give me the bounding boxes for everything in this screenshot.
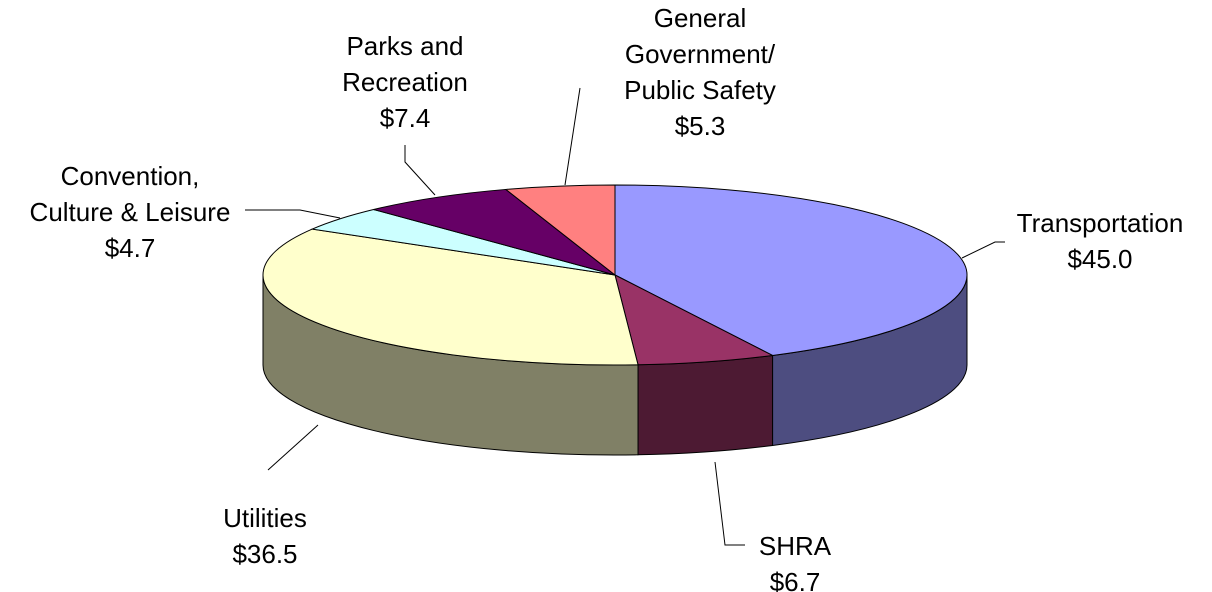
slice-side: [637, 354, 774, 456]
slice: [614, 274, 775, 366]
category-label: Utilities: [223, 503, 307, 533]
value-label: $6.7: [770, 567, 821, 592]
category-label: Parks and: [346, 31, 463, 61]
slice: [262, 228, 639, 366]
data-label: Parks and Recreation $7.4: [342, 31, 468, 133]
data-label: Convention, Culture & Leisure $4.7: [30, 161, 231, 263]
data-label: General Government/Public Safety $5.3: [624, 3, 776, 141]
category-label: General: [654, 3, 747, 33]
value-label: $7.4: [380, 103, 431, 133]
category-label: SHRA: [759, 531, 832, 561]
category-label: Convention,: [61, 161, 200, 191]
value-label: $45.0: [1067, 244, 1132, 274]
category-label: Public Safety: [624, 75, 776, 105]
data-label: Transportation $45.0: [1017, 208, 1184, 274]
data-label: SHRA $6.7: [759, 531, 832, 592]
leader-line: [714, 461, 745, 546]
category-label: Government/: [625, 39, 776, 69]
leader-line: [404, 145, 436, 196]
value-label: $4.7: [105, 233, 156, 263]
value-label: $5.3: [675, 111, 726, 141]
category-label: Transportation: [1017, 208, 1184, 238]
value-label: $36.5: [232, 539, 297, 569]
leader-line: [961, 241, 1005, 259]
leader-line: [564, 87, 581, 186]
slice: [504, 184, 616, 277]
leader-line: [245, 209, 341, 219]
leader-line: [267, 424, 319, 471]
slice: [373, 188, 616, 276]
category-label: Recreation: [342, 67, 468, 97]
category-label: Culture & Leisure: [30, 197, 231, 227]
slice: [614, 184, 968, 356]
data-label: Utilities $36.5: [223, 503, 307, 569]
